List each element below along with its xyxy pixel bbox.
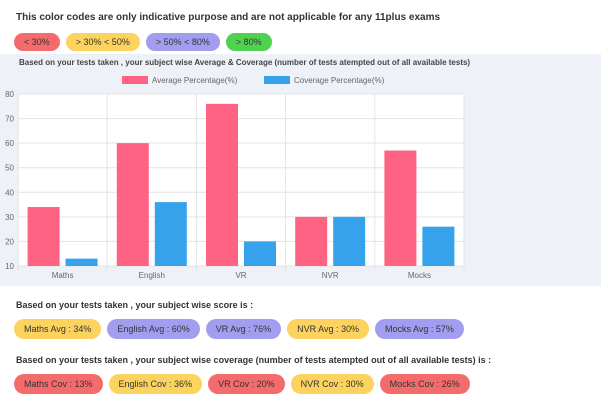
y-tick-label: 20 xyxy=(5,237,14,246)
legend-label-average: Average Percentage(%) xyxy=(152,76,238,85)
y-tick-label: 60 xyxy=(5,139,14,148)
bar-english-average xyxy=(116,143,149,266)
legend-pill-30-50: > 30% < 50% xyxy=(65,33,140,51)
bar-chart: 10 20 30 40 50 60 70 80 Maths English VR NVR Mocks Av… xyxy=(5,76,465,280)
score-pill-maths: Maths Avg : 34% xyxy=(14,319,102,339)
color-legend: < 30% > 30% < 50% > 50% < 80% > 80% xyxy=(14,33,272,51)
score-pill-nvr: NVR Avg : 30% xyxy=(287,319,370,339)
score-heading: Based on your tests taken , your subject… xyxy=(16,300,254,310)
y-tick-label: 30 xyxy=(5,213,14,222)
y-tick-label: 10 xyxy=(5,262,14,271)
legend-pill-above-80: > 80% xyxy=(225,33,272,51)
bar-nvr-average xyxy=(295,216,328,266)
chart-heading: Based on your tests taken , your subject… xyxy=(19,58,471,67)
legend-pill-50-80: > 50% < 80% xyxy=(145,33,220,51)
bar-vr-coverage xyxy=(244,241,276,266)
legend-pill-below-30: < 30% xyxy=(14,33,60,51)
coverage-pill-maths: Maths Cov : 13% xyxy=(14,374,103,394)
score-pill-vr: VR Avg : 76% xyxy=(205,319,282,339)
coverage-pill-english: English Cov : 36% xyxy=(108,374,203,394)
color-code-notice: This color codes are only indicative pur… xyxy=(16,12,441,23)
x-tick-label: NVR xyxy=(322,271,339,280)
coverage-heading: Based on your tests taken , your subject… xyxy=(16,355,492,365)
score-pill-row: Maths Avg : 34% English Avg : 60% VR Avg… xyxy=(14,319,464,339)
bar-mocks-average xyxy=(384,150,417,266)
x-tick-label: VR xyxy=(235,271,246,280)
x-tick-label: Maths xyxy=(52,271,74,280)
coverage-pill-nvr: NVR Cov : 30% xyxy=(290,374,374,394)
legend-swatch-coverage xyxy=(264,76,290,84)
bar-maths-average xyxy=(27,207,60,266)
y-tick-label: 50 xyxy=(5,164,14,173)
bar-vr-average xyxy=(206,103,238,266)
bar-mocks-coverage xyxy=(422,226,455,266)
y-tick-label: 70 xyxy=(5,115,14,124)
coverage-pill-mocks: Mocks Cov : 26% xyxy=(379,374,470,394)
bar-english-coverage xyxy=(154,202,187,266)
score-pill-mocks: Mocks Avg : 57% xyxy=(375,319,464,339)
y-tick-label: 40 xyxy=(5,188,14,197)
coverage-pill-row: Maths Cov : 13% English Cov : 36% VR Cov… xyxy=(14,374,470,394)
x-tick-label: English xyxy=(139,271,165,280)
y-tick-label: 80 xyxy=(5,90,14,99)
bar-nvr-coverage xyxy=(333,216,366,266)
legend-label-coverage: Coverage Percentage(%) xyxy=(294,76,385,85)
coverage-pill-vr: VR Cov : 20% xyxy=(208,374,285,394)
legend-swatch-average xyxy=(122,76,148,84)
bar-maths-coverage xyxy=(65,258,98,266)
score-pill-english: English Avg : 60% xyxy=(107,319,200,339)
x-tick-label: Mocks xyxy=(408,271,431,280)
